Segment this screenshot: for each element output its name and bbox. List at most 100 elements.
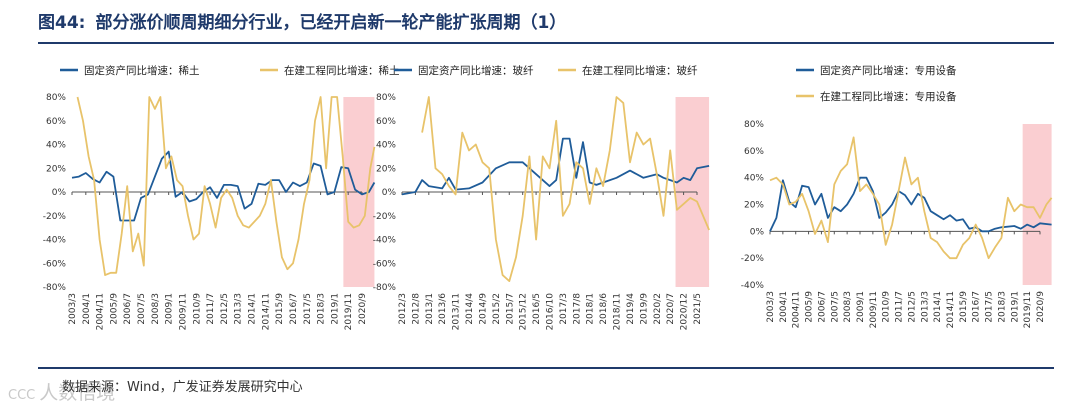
chart-2-x-tick-label: 2020/7: [666, 293, 676, 325]
chart-3-x-tick-label: 2014/1: [933, 291, 943, 323]
watermark-line2: 人数悟境: [39, 382, 116, 404]
chart-2-x-tick-label: 2013/11: [452, 293, 462, 330]
chart-2-y-tick-label: 20%: [376, 164, 396, 174]
chart-2-x-tick-label: 2015/2: [492, 293, 502, 325]
chart-1-x-tick-label: 2004/11: [96, 293, 106, 330]
chart-3-x-tick-label: 2014/11: [946, 291, 956, 328]
figure-label: 图44:: [38, 13, 86, 33]
chart-2-x-tick-label: 2014/4: [465, 293, 475, 325]
chart-2-x-tick-label: 2015/12: [519, 293, 529, 330]
chart-2-x-tick-label: 2020/2: [653, 293, 663, 325]
chart-3-x-tick-label: 2018/3: [997, 291, 1007, 323]
chart-2-x-tick-label: 2017/3: [559, 293, 569, 325]
chart-2-y-tick-label: 0%: [382, 188, 397, 198]
figure-title: 图44: 部分涨价顺周期细分行业，已经开启新一轮产能扩张周期（1）: [38, 8, 566, 33]
chart-2-x-tick-label: 2019/4: [626, 293, 636, 325]
chart-3-x-tick-label: 2020/9: [1036, 291, 1046, 323]
chart-1-legend-label: 固定资产同比增速：稀土: [84, 64, 200, 77]
chart-2-series-2-line: [421, 96, 710, 282]
chart-2-x-tick-label: 2016/10: [546, 293, 556, 331]
chart-3-y-tick-label: 0%: [750, 227, 765, 237]
chart-3-x-tick-label: 2004/11: [792, 291, 802, 328]
chart-3-x-tick-label: 2004/1: [779, 291, 789, 323]
chart-2-x-tick-label: 2018/1: [586, 293, 596, 325]
chart-1-x-tick-label: 2010/9: [192, 293, 202, 325]
chart-2-x-tick-label: 2018/11: [613, 293, 623, 330]
chart-3-x-tick-label: 2010/9: [882, 291, 892, 323]
chart-2-y-tick-label: -60%: [373, 259, 397, 269]
chart-3-x-tick-label: 2009/11: [869, 291, 879, 328]
chart-1-y-tick-label: -80%: [43, 283, 67, 293]
chart-1-x-tick-label: 2004/1: [82, 293, 92, 325]
chart-2-y-tick-label: 60%: [376, 117, 396, 127]
chart-1-y-tick-label: 20%: [46, 164, 66, 174]
chart-1-y-tick-label: 0%: [52, 188, 67, 198]
chart-2-x-tick-label: 2014/9: [478, 293, 488, 325]
chart-3-series-2-line: [769, 136, 1053, 260]
chart-2-x-tick-label: 2020/12: [680, 293, 690, 330]
chart-3-series-1-line: [769, 176, 1052, 233]
chart-3-x-tick-label: 2012/5: [907, 291, 917, 323]
chart-1-x-tick-label: 2007/5: [137, 293, 147, 325]
chart-2-y-tick-label: 40%: [376, 141, 396, 151]
watermark: CCC 人数悟境: [8, 378, 115, 405]
chart-1-x-tick-label: 2011/7: [206, 293, 216, 325]
chart-1-y-tick-label: -40%: [43, 236, 67, 246]
chart-2-legend-label: 在建工程同比增速：玻纤: [582, 64, 698, 77]
chart-1-x-tick-label: 2014/11: [261, 293, 271, 330]
chart-3-legend-label: 固定资产同比增速：专用设备: [820, 64, 957, 77]
chart-2-y-tick-label: -40%: [373, 236, 397, 246]
chart-2-x-tick-label: 2015/7: [505, 293, 515, 325]
chart-1-y-tick-label: -20%: [43, 212, 67, 222]
chart-1-x-tick-label: 2017/5: [303, 293, 313, 325]
chart-2-x-tick-label: 2016/5: [532, 293, 542, 325]
chart-1-series-2-line: [76, 96, 376, 276]
chart-3-x-tick-label: 2015/9: [959, 291, 969, 323]
chart-3-x-tick-label: 2019/11: [1023, 291, 1033, 328]
chart-1-x-tick-label: 2016/7: [289, 293, 299, 325]
chart-1-x-tick-label: 2006/7: [123, 293, 133, 325]
chart-3-legend-label: 在建工程同比增速：专用设备: [820, 90, 957, 103]
chart-3-x-tick-label: 2019/1: [1010, 291, 1020, 323]
chart-1-x-tick-label: 2009/1: [165, 293, 175, 325]
chart-1-x-tick-label: 2003/3: [68, 293, 78, 325]
chart-1-x-tick-label: 2005/9: [109, 293, 119, 325]
chart-1-x-tick-label: 2015/9: [275, 293, 285, 325]
chart-1-x-tick-label: 2012/5: [220, 293, 230, 325]
chart-3-y-tick-label: 40%: [744, 174, 764, 184]
chart-2-x-tick-label: 2019/9: [639, 293, 649, 325]
title-divider: [38, 42, 1054, 44]
chart-2-x-tick-label: 2013/6: [438, 293, 448, 325]
chart-1-y-tick-label: -60%: [43, 259, 67, 269]
chart-2-x-tick-label: 2012/8: [411, 293, 421, 325]
chart-1-x-tick-label: 2013/3: [234, 293, 244, 325]
chart-1-y-tick-label: 60%: [46, 117, 66, 127]
chart-3-x-tick-label: 2006/7: [817, 291, 827, 323]
chart-2-x-tick-label: 2013/1: [425, 293, 435, 325]
chart-1-y-tick-label: 40%: [46, 141, 66, 151]
chart-2-y-tick-label: 80%: [376, 93, 396, 103]
chart-3-x-tick-label: 2008/3: [843, 291, 853, 323]
chart-3-x-tick-label: 2007/5: [830, 291, 840, 323]
chart-1-x-tick-label: 2019/1: [330, 293, 340, 325]
chart-3-y-tick-label: 60%: [744, 147, 764, 157]
chart-1-series-1-line: [71, 150, 376, 222]
data-source: 数据来源：Wind，广发证券发展研究中心: [62, 380, 303, 395]
chart-3-x-tick-label: 2011/7: [895, 291, 905, 323]
chart-1-legend-label: 在建工程同比增速：稀土: [284, 64, 400, 77]
chart-2-x-tick-label: 2021/5: [693, 293, 703, 325]
chart-3-x-tick-label: 2003/3: [766, 291, 776, 323]
chart-3-x-tick-label: 2017/5: [985, 291, 995, 323]
source-divider: [38, 367, 1054, 369]
chart-1-x-tick-label: 2008/3: [151, 293, 161, 325]
chart-3-y-tick-label: -40%: [741, 281, 765, 291]
chart-3-x-tick-label: 2016/7: [972, 291, 982, 323]
chart-3-x-tick-label: 2005/9: [805, 291, 815, 323]
chart-3-x-tick-label: 2013/3: [920, 291, 930, 323]
chart-1-x-tick-label: 2009/11: [178, 293, 188, 330]
chart-1-y-tick-label: 80%: [46, 93, 66, 103]
chart-1-x-tick-label: 2018/3: [317, 293, 327, 325]
chart-2-legend-label: 固定资产同比增速：玻纤: [418, 64, 534, 77]
chart-2-x-tick-label: 2017/8: [572, 293, 582, 325]
